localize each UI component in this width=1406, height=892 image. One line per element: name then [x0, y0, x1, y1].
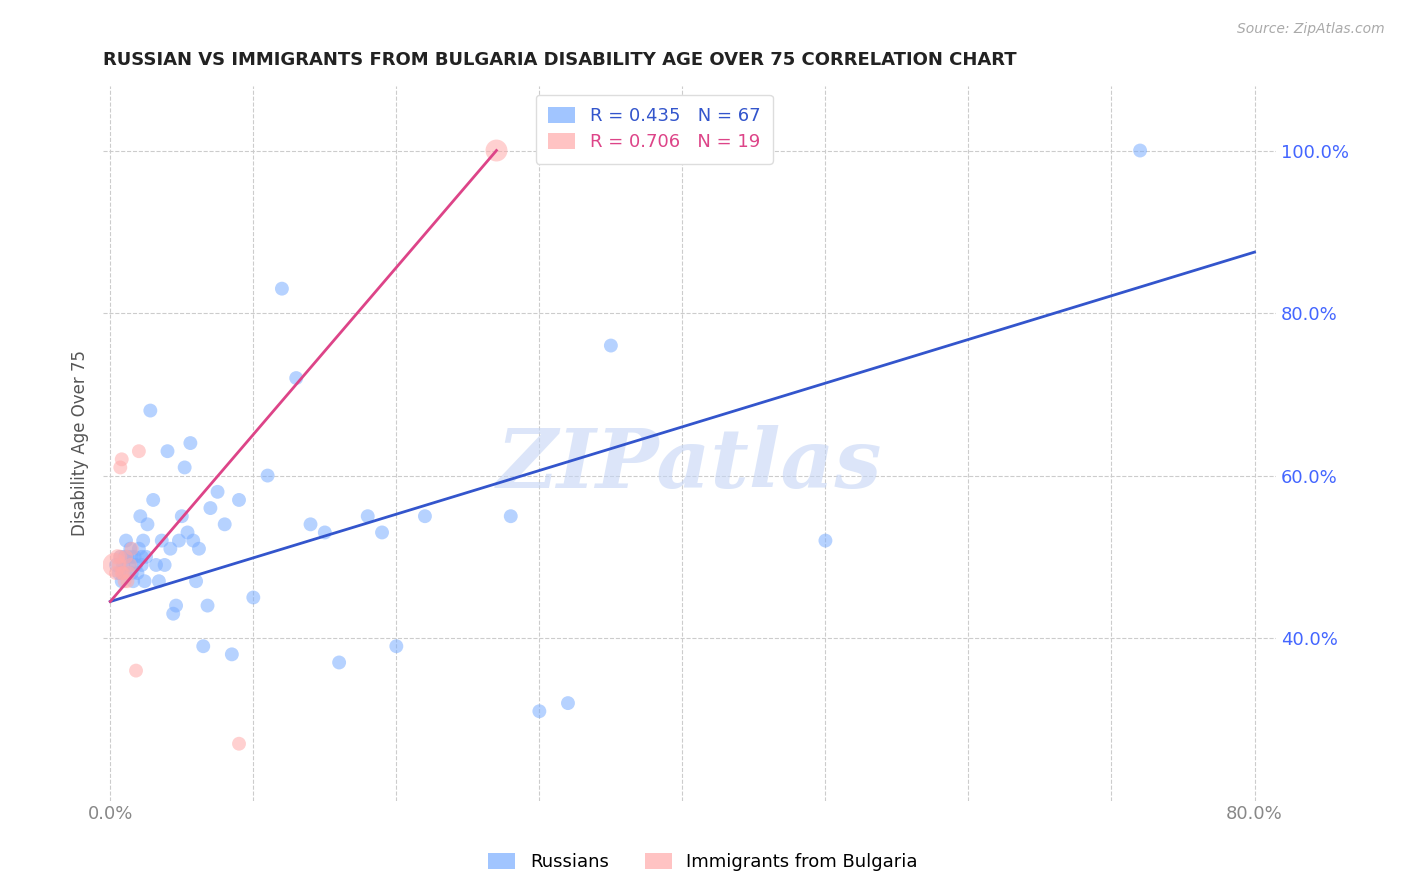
- Point: [117, 549, 139, 564]
- Point: [115, 549, 138, 564]
- Point: [179, 436, 201, 450]
- Point: [328, 656, 350, 670]
- Point: [131, 549, 153, 564]
- Point: [114, 574, 136, 589]
- Point: [134, 574, 156, 589]
- Point: [120, 558, 142, 572]
- Point: [139, 403, 162, 417]
- Point: [207, 484, 229, 499]
- Point: [181, 533, 204, 548]
- Point: [112, 558, 135, 572]
- Point: [148, 574, 170, 589]
- Point: [814, 533, 837, 548]
- Point: [228, 737, 250, 751]
- Text: Source: ZipAtlas.com: Source: ZipAtlas.com: [1237, 22, 1385, 37]
- Point: [125, 558, 148, 572]
- Point: [228, 492, 250, 507]
- Point: [150, 533, 173, 548]
- Point: [385, 639, 408, 653]
- Point: [132, 533, 155, 548]
- Point: [110, 549, 132, 564]
- Point: [117, 574, 139, 589]
- Point: [299, 517, 322, 532]
- Point: [153, 558, 176, 572]
- Point: [105, 558, 128, 572]
- Point: [485, 144, 508, 158]
- Point: [125, 664, 148, 678]
- Point: [105, 566, 128, 580]
- Point: [118, 558, 141, 572]
- Point: [111, 566, 134, 580]
- Point: [122, 574, 145, 589]
- Point: [599, 338, 621, 352]
- Point: [121, 566, 143, 580]
- Point: [114, 549, 136, 564]
- Point: [121, 541, 143, 556]
- Point: [499, 509, 522, 524]
- Point: [413, 509, 436, 524]
- Point: [285, 371, 308, 385]
- Point: [176, 525, 198, 540]
- Point: [110, 549, 132, 564]
- Point: [162, 607, 184, 621]
- Point: [271, 282, 294, 296]
- Point: [557, 696, 579, 710]
- Point: [159, 541, 181, 556]
- Point: [184, 574, 207, 589]
- Point: [115, 533, 138, 548]
- Point: [111, 574, 134, 589]
- Point: [108, 566, 131, 580]
- Point: [108, 558, 131, 572]
- Point: [200, 501, 222, 516]
- Point: [242, 591, 264, 605]
- Point: [114, 566, 136, 580]
- Point: [214, 517, 236, 532]
- Point: [314, 525, 336, 540]
- Point: [120, 541, 142, 556]
- Point: [197, 599, 219, 613]
- Point: [221, 648, 243, 662]
- Point: [112, 566, 135, 580]
- Point: [167, 533, 190, 548]
- Point: [357, 509, 380, 524]
- Point: [107, 549, 129, 564]
- Point: [529, 704, 551, 718]
- Point: [127, 566, 149, 580]
- Point: [129, 509, 152, 524]
- Point: [165, 599, 187, 613]
- Point: [111, 452, 134, 467]
- Legend: R = 0.435   N = 67, R = 0.706   N = 19: R = 0.435 N = 67, R = 0.706 N = 19: [536, 95, 773, 163]
- Text: ZIPatlas: ZIPatlas: [496, 425, 883, 505]
- Point: [188, 541, 211, 556]
- Point: [131, 558, 153, 572]
- Point: [145, 558, 167, 572]
- Point: [128, 541, 150, 556]
- Text: RUSSIAN VS IMMIGRANTS FROM BULGARIA DISABILITY AGE OVER 75 CORRELATION CHART: RUSSIAN VS IMMIGRANTS FROM BULGARIA DISA…: [103, 51, 1017, 69]
- Point: [118, 566, 141, 580]
- Point: [124, 549, 146, 564]
- Point: [173, 460, 195, 475]
- Y-axis label: Disability Age Over 75: Disability Age Over 75: [72, 350, 89, 536]
- Point: [193, 639, 215, 653]
- Point: [110, 460, 132, 475]
- Point: [170, 509, 193, 524]
- Point: [135, 549, 157, 564]
- Point: [121, 549, 143, 564]
- Legend: Russians, Immigrants from Bulgaria: Russians, Immigrants from Bulgaria: [481, 846, 925, 879]
- Point: [128, 444, 150, 458]
- Point: [136, 517, 159, 532]
- Point: [256, 468, 278, 483]
- Point: [1129, 144, 1152, 158]
- Point: [142, 492, 165, 507]
- Point: [371, 525, 394, 540]
- Point: [156, 444, 179, 458]
- Point: [103, 558, 125, 572]
